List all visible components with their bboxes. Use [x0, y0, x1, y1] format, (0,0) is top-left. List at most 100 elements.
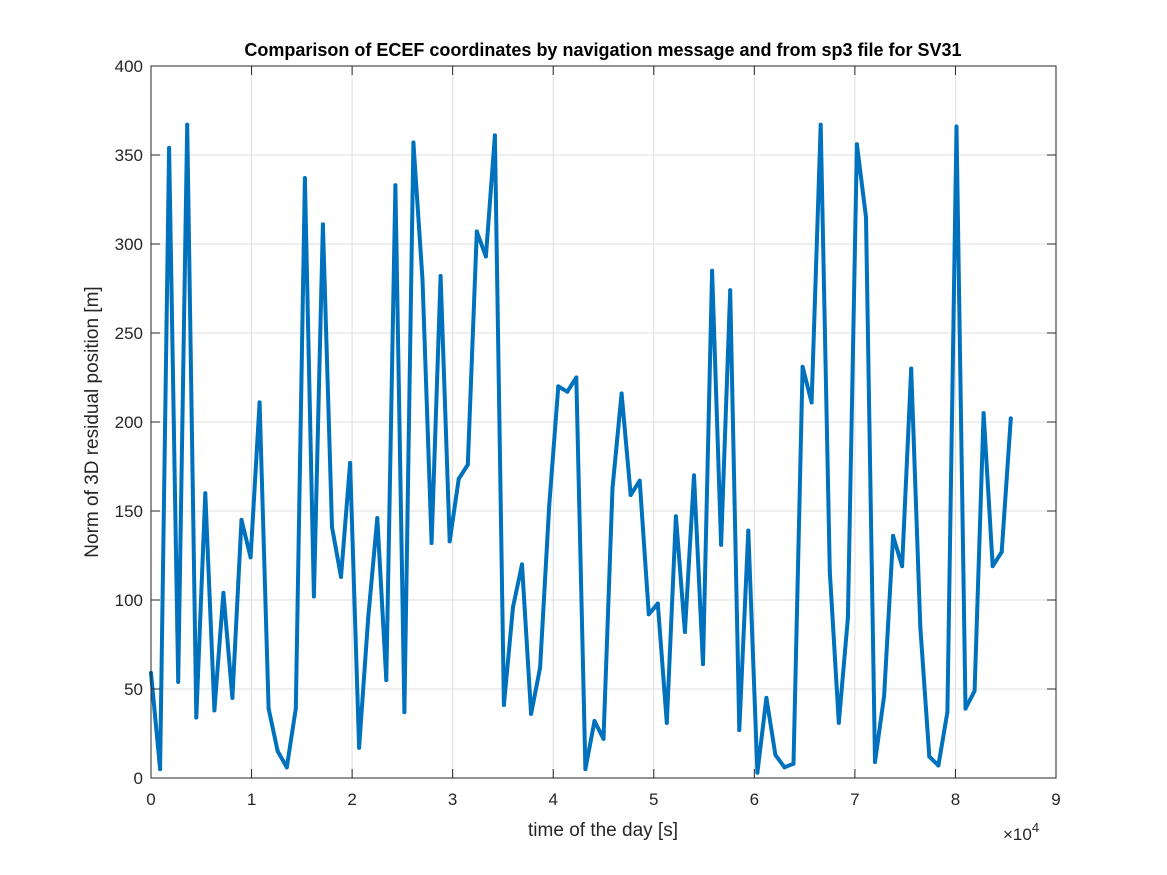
data-point	[330, 525, 334, 530]
data-point	[456, 476, 461, 481]
x-tick-labels: 0 1 2 3 4 5 6 7 8 9	[146, 790, 1060, 809]
x-tick-label: 8	[951, 790, 960, 809]
data-point	[800, 364, 805, 369]
x-tick-label: 0	[146, 790, 155, 809]
data-point	[221, 590, 226, 595]
x-tick-label: 7	[850, 790, 859, 809]
data-point	[393, 183, 398, 188]
x-exponent-base: ×10	[1003, 825, 1032, 844]
data-point	[637, 478, 642, 483]
data-point	[176, 679, 181, 684]
data-point	[673, 514, 678, 519]
data-point	[429, 541, 434, 546]
data-point	[664, 720, 669, 725]
y-tick-label: 150	[115, 502, 143, 521]
data-point	[701, 662, 706, 667]
data-point	[900, 564, 905, 569]
data-point	[266, 706, 271, 711]
data-point	[773, 752, 778, 757]
data-point	[1008, 416, 1013, 421]
data-point	[963, 706, 968, 711]
data-point	[854, 142, 859, 147]
data-point	[592, 719, 597, 724]
data-point	[719, 542, 724, 547]
data-point	[882, 694, 887, 699]
data-point	[909, 366, 914, 371]
data-point	[257, 400, 262, 405]
data-point	[818, 122, 823, 127]
data-point	[375, 516, 380, 521]
y-tick-label: 200	[115, 413, 143, 432]
data-point	[203, 491, 208, 496]
x-exponent-power: 4	[1032, 820, 1039, 835]
y-tick-label: 400	[115, 57, 143, 76]
data-point	[610, 485, 615, 490]
data-point	[465, 462, 470, 467]
y-tick-label: 50	[124, 680, 143, 699]
x-axis-label: time of the day [s]	[528, 820, 678, 841]
data-point	[357, 745, 362, 750]
data-point	[628, 492, 633, 497]
data-point	[529, 711, 534, 716]
ticks	[150, 65, 1057, 779]
data-point	[565, 389, 570, 394]
data-point	[420, 277, 425, 282]
data-point	[248, 555, 253, 560]
data-point	[447, 539, 452, 544]
data-point	[366, 615, 371, 620]
data-point	[339, 574, 344, 579]
data-point	[836, 720, 841, 725]
data-point	[710, 268, 715, 273]
data-point	[692, 473, 696, 478]
data-point	[384, 678, 389, 683]
data-point	[511, 605, 515, 610]
x-tick-label: 2	[347, 790, 356, 809]
x-tick-label: 5	[649, 790, 658, 809]
series-group	[149, 122, 1013, 775]
data-point	[538, 665, 543, 670]
x-exponent-label: ×104	[1003, 820, 1039, 844]
x-tick-label: 9	[1051, 790, 1060, 809]
data-point	[990, 564, 995, 569]
y-tick-label: 100	[115, 591, 143, 610]
x-tick-label: 1	[247, 790, 256, 809]
data-point	[212, 708, 217, 713]
data-point	[501, 703, 506, 708]
data-point	[619, 391, 624, 396]
data-point	[167, 145, 172, 150]
data-point	[348, 460, 353, 465]
data-point	[972, 688, 977, 693]
data-point	[981, 411, 986, 416]
data-point	[918, 624, 923, 629]
data-point	[158, 767, 163, 772]
x-tick-label: 3	[448, 790, 457, 809]
data-point	[402, 710, 407, 715]
data-point	[737, 727, 742, 732]
y-tick-label: 300	[115, 235, 143, 254]
data-point	[311, 594, 316, 599]
data-point	[293, 706, 298, 711]
data-point	[492, 133, 497, 138]
data-point	[682, 630, 687, 635]
data-point	[936, 763, 941, 768]
y-tick-label: 0	[134, 769, 143, 788]
data-point	[809, 400, 814, 405]
data-point	[646, 612, 651, 617]
data-point	[411, 140, 416, 145]
y-tick-label: 250	[115, 324, 143, 343]
data-point	[891, 533, 896, 538]
data-point	[194, 715, 199, 720]
data-point	[556, 384, 561, 389]
data-point	[655, 601, 660, 606]
data-point	[927, 754, 932, 759]
data-point	[601, 736, 606, 741]
data-point	[320, 222, 325, 227]
data-point	[764, 695, 769, 700]
data-point	[239, 517, 244, 522]
data-point	[873, 759, 877, 764]
data-point	[574, 375, 579, 380]
chart-title: Comparison of ECEF coordinates by naviga…	[244, 40, 961, 60]
data-point	[782, 765, 787, 770]
data-point	[999, 549, 1004, 554]
